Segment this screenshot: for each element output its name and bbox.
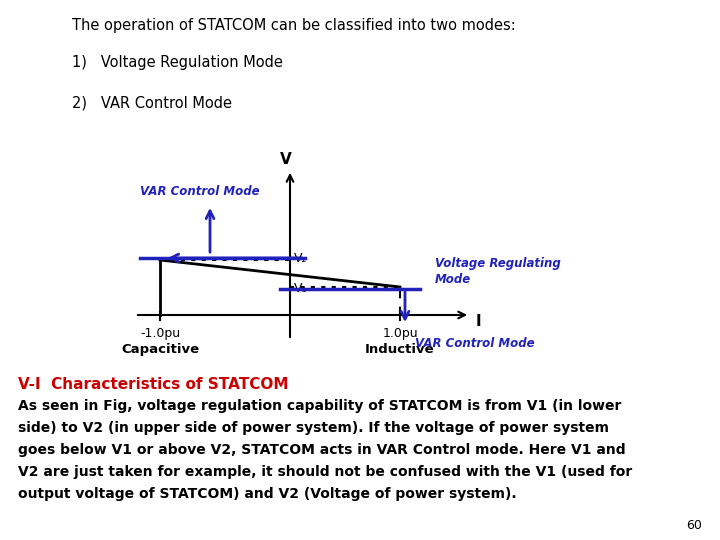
Text: 1.0pu: 1.0pu — [382, 327, 418, 340]
Text: side) to V2 (in upper side of power system). If the voltage of power system: side) to V2 (in upper side of power syst… — [18, 421, 609, 435]
Text: VAR Control Mode: VAR Control Mode — [415, 337, 535, 350]
Text: -1.0pu: -1.0pu — [140, 327, 180, 340]
Text: V₂: V₂ — [294, 252, 307, 265]
Text: VAR Control Mode: VAR Control Mode — [140, 185, 260, 198]
Text: V: V — [280, 152, 292, 167]
Text: goes below V1 or above V2, STATCOM acts in VAR Control mode. Here V1 and: goes below V1 or above V2, STATCOM acts … — [18, 443, 626, 457]
Text: V₁: V₁ — [294, 282, 307, 295]
Text: V-I  Characteristics of STATCOM: V-I Characteristics of STATCOM — [18, 377, 289, 392]
Text: The operation of STATCOM can be classified into two modes:: The operation of STATCOM can be classifi… — [72, 18, 516, 33]
Text: 2)   VAR Control Mode: 2) VAR Control Mode — [72, 95, 232, 110]
Text: As seen in Fig, voltage regulation capability of STATCOM is from V1 (in lower: As seen in Fig, voltage regulation capab… — [18, 399, 621, 413]
Text: I: I — [475, 314, 481, 328]
Text: 60: 60 — [686, 519, 702, 532]
Text: V2 are just taken for example, it should not be confused with the V1 (used for: V2 are just taken for example, it should… — [18, 465, 632, 479]
Text: Inductive: Inductive — [365, 343, 435, 356]
Text: 1)   Voltage Regulation Mode: 1) Voltage Regulation Mode — [72, 55, 283, 70]
Text: Voltage Regulating
Mode: Voltage Regulating Mode — [435, 257, 561, 286]
Text: output voltage of STATCOM) and V2 (Voltage of power system).: output voltage of STATCOM) and V2 (Volta… — [18, 487, 517, 501]
Text: Capacitive: Capacitive — [121, 343, 199, 356]
